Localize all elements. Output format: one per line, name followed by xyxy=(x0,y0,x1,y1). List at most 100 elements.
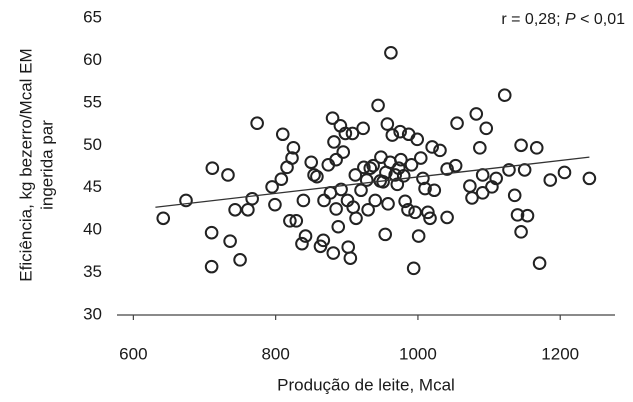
point xyxy=(423,211,437,226)
point xyxy=(363,161,378,175)
annotation-part: < 0,01 xyxy=(576,11,625,28)
point xyxy=(427,183,442,198)
point xyxy=(298,229,313,243)
point xyxy=(394,152,408,167)
point xyxy=(517,163,532,177)
point xyxy=(371,98,385,113)
point xyxy=(343,251,358,265)
point xyxy=(543,173,558,187)
point xyxy=(325,111,340,125)
x-tick-label: 1000 xyxy=(399,344,437,363)
point xyxy=(440,162,454,176)
point xyxy=(233,253,247,267)
point xyxy=(341,240,356,254)
point xyxy=(418,181,432,196)
y-tick-label: 60 xyxy=(83,50,102,69)
y-tick-label: 30 xyxy=(83,304,102,323)
point xyxy=(228,202,242,217)
point xyxy=(425,140,439,154)
point xyxy=(413,151,428,165)
point xyxy=(356,121,370,136)
point xyxy=(380,117,395,131)
point xyxy=(406,261,421,276)
point xyxy=(223,234,237,248)
point xyxy=(204,225,219,240)
point xyxy=(326,246,341,260)
point xyxy=(274,172,289,187)
point xyxy=(204,259,219,274)
point xyxy=(286,141,301,155)
point xyxy=(381,197,395,211)
point xyxy=(304,155,319,170)
point xyxy=(473,141,487,155)
point xyxy=(285,151,299,165)
point xyxy=(205,161,220,175)
point xyxy=(317,193,331,208)
point xyxy=(310,169,324,184)
point xyxy=(514,138,528,153)
point xyxy=(385,128,400,142)
x-tick-label: 600 xyxy=(119,344,147,363)
point xyxy=(433,143,447,158)
point xyxy=(241,202,255,217)
point xyxy=(529,141,544,155)
point xyxy=(316,233,331,248)
y-tick-label: 45 xyxy=(83,177,102,196)
point xyxy=(327,135,341,149)
point xyxy=(410,132,425,147)
point xyxy=(336,145,351,159)
point xyxy=(507,188,522,203)
point xyxy=(489,171,503,186)
point xyxy=(408,205,422,220)
point xyxy=(401,202,415,217)
point xyxy=(156,211,171,226)
y-tick-label: 40 xyxy=(83,220,102,239)
point xyxy=(354,183,368,198)
point xyxy=(221,168,235,182)
point xyxy=(463,179,477,193)
point xyxy=(331,219,346,234)
y-axis-label: Eficiência, kg bezerro/Mcal EM xyxy=(16,48,35,281)
point xyxy=(532,256,547,271)
point xyxy=(440,210,454,225)
point xyxy=(497,88,512,103)
point xyxy=(295,236,309,251)
point xyxy=(465,191,479,205)
point xyxy=(289,214,304,228)
point xyxy=(404,158,419,172)
point xyxy=(475,168,490,182)
point xyxy=(329,202,343,216)
point xyxy=(378,227,393,242)
point xyxy=(359,173,374,187)
x-tick-label: 800 xyxy=(261,344,289,363)
point xyxy=(283,214,297,228)
point xyxy=(396,169,411,183)
point xyxy=(393,124,407,139)
point xyxy=(390,177,405,192)
x-axis-label: Produção de leite, Mcal xyxy=(277,375,455,394)
point xyxy=(582,171,597,186)
point xyxy=(388,168,402,182)
y-tick-label: 50 xyxy=(83,135,102,154)
y-tick-label: 55 xyxy=(83,92,102,111)
point xyxy=(411,229,426,243)
point xyxy=(361,202,375,217)
annotation: r = 0,28; P < 0,01 xyxy=(501,11,625,28)
point xyxy=(557,165,572,180)
point xyxy=(520,208,535,223)
point xyxy=(296,193,311,208)
point xyxy=(502,163,516,177)
point xyxy=(179,193,193,208)
point xyxy=(368,193,383,208)
point xyxy=(384,45,398,60)
point xyxy=(448,158,463,173)
point xyxy=(250,116,264,131)
point xyxy=(265,180,279,194)
point xyxy=(334,182,348,197)
y-tick-label: 35 xyxy=(83,262,102,281)
point xyxy=(469,107,484,121)
trend-line xyxy=(155,156,590,208)
y-tick-label: 65 xyxy=(83,7,102,26)
point xyxy=(348,168,363,182)
